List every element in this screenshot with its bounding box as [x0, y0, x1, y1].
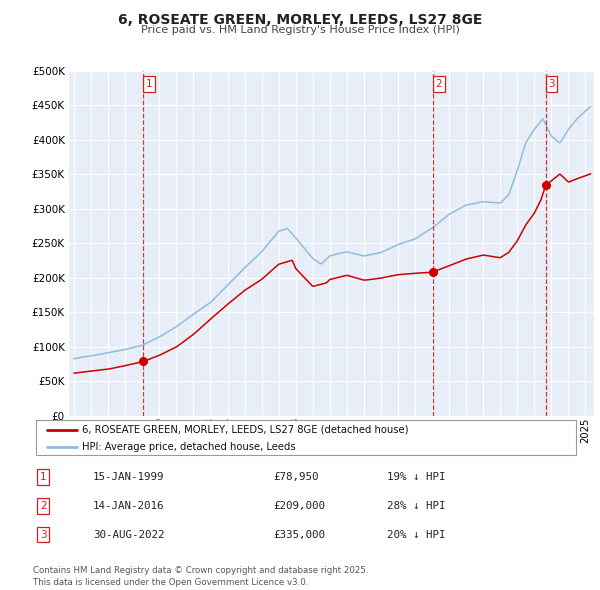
Text: 6, ROSEATE GREEN, MORLEY, LEEDS, LS27 8GE (detached house): 6, ROSEATE GREEN, MORLEY, LEEDS, LS27 8G… [82, 425, 409, 435]
Text: 14-JAN-2016: 14-JAN-2016 [93, 501, 164, 510]
Text: 2: 2 [40, 501, 47, 510]
Text: 1: 1 [146, 79, 152, 89]
Text: 19% ↓ HPI: 19% ↓ HPI [387, 472, 445, 481]
Text: 3: 3 [548, 79, 555, 89]
Text: Price paid vs. HM Land Registry's House Price Index (HPI): Price paid vs. HM Land Registry's House … [140, 25, 460, 35]
Text: £335,000: £335,000 [273, 530, 325, 539]
Text: 6, ROSEATE GREEN, MORLEY, LEEDS, LS27 8GE: 6, ROSEATE GREEN, MORLEY, LEEDS, LS27 8G… [118, 13, 482, 27]
FancyBboxPatch shape [36, 420, 576, 455]
Text: £78,950: £78,950 [273, 472, 319, 481]
Text: HPI: Average price, detached house, Leeds: HPI: Average price, detached house, Leed… [82, 442, 296, 451]
Text: 15-JAN-1999: 15-JAN-1999 [93, 472, 164, 481]
Text: £209,000: £209,000 [273, 501, 325, 510]
Text: 28% ↓ HPI: 28% ↓ HPI [387, 501, 445, 510]
Text: 1: 1 [40, 472, 47, 481]
Text: 20% ↓ HPI: 20% ↓ HPI [387, 530, 445, 539]
Text: 3: 3 [40, 530, 47, 539]
Text: 2: 2 [436, 79, 442, 89]
Text: 30-AUG-2022: 30-AUG-2022 [93, 530, 164, 539]
Text: Contains HM Land Registry data © Crown copyright and database right 2025.
This d: Contains HM Land Registry data © Crown c… [33, 566, 368, 587]
